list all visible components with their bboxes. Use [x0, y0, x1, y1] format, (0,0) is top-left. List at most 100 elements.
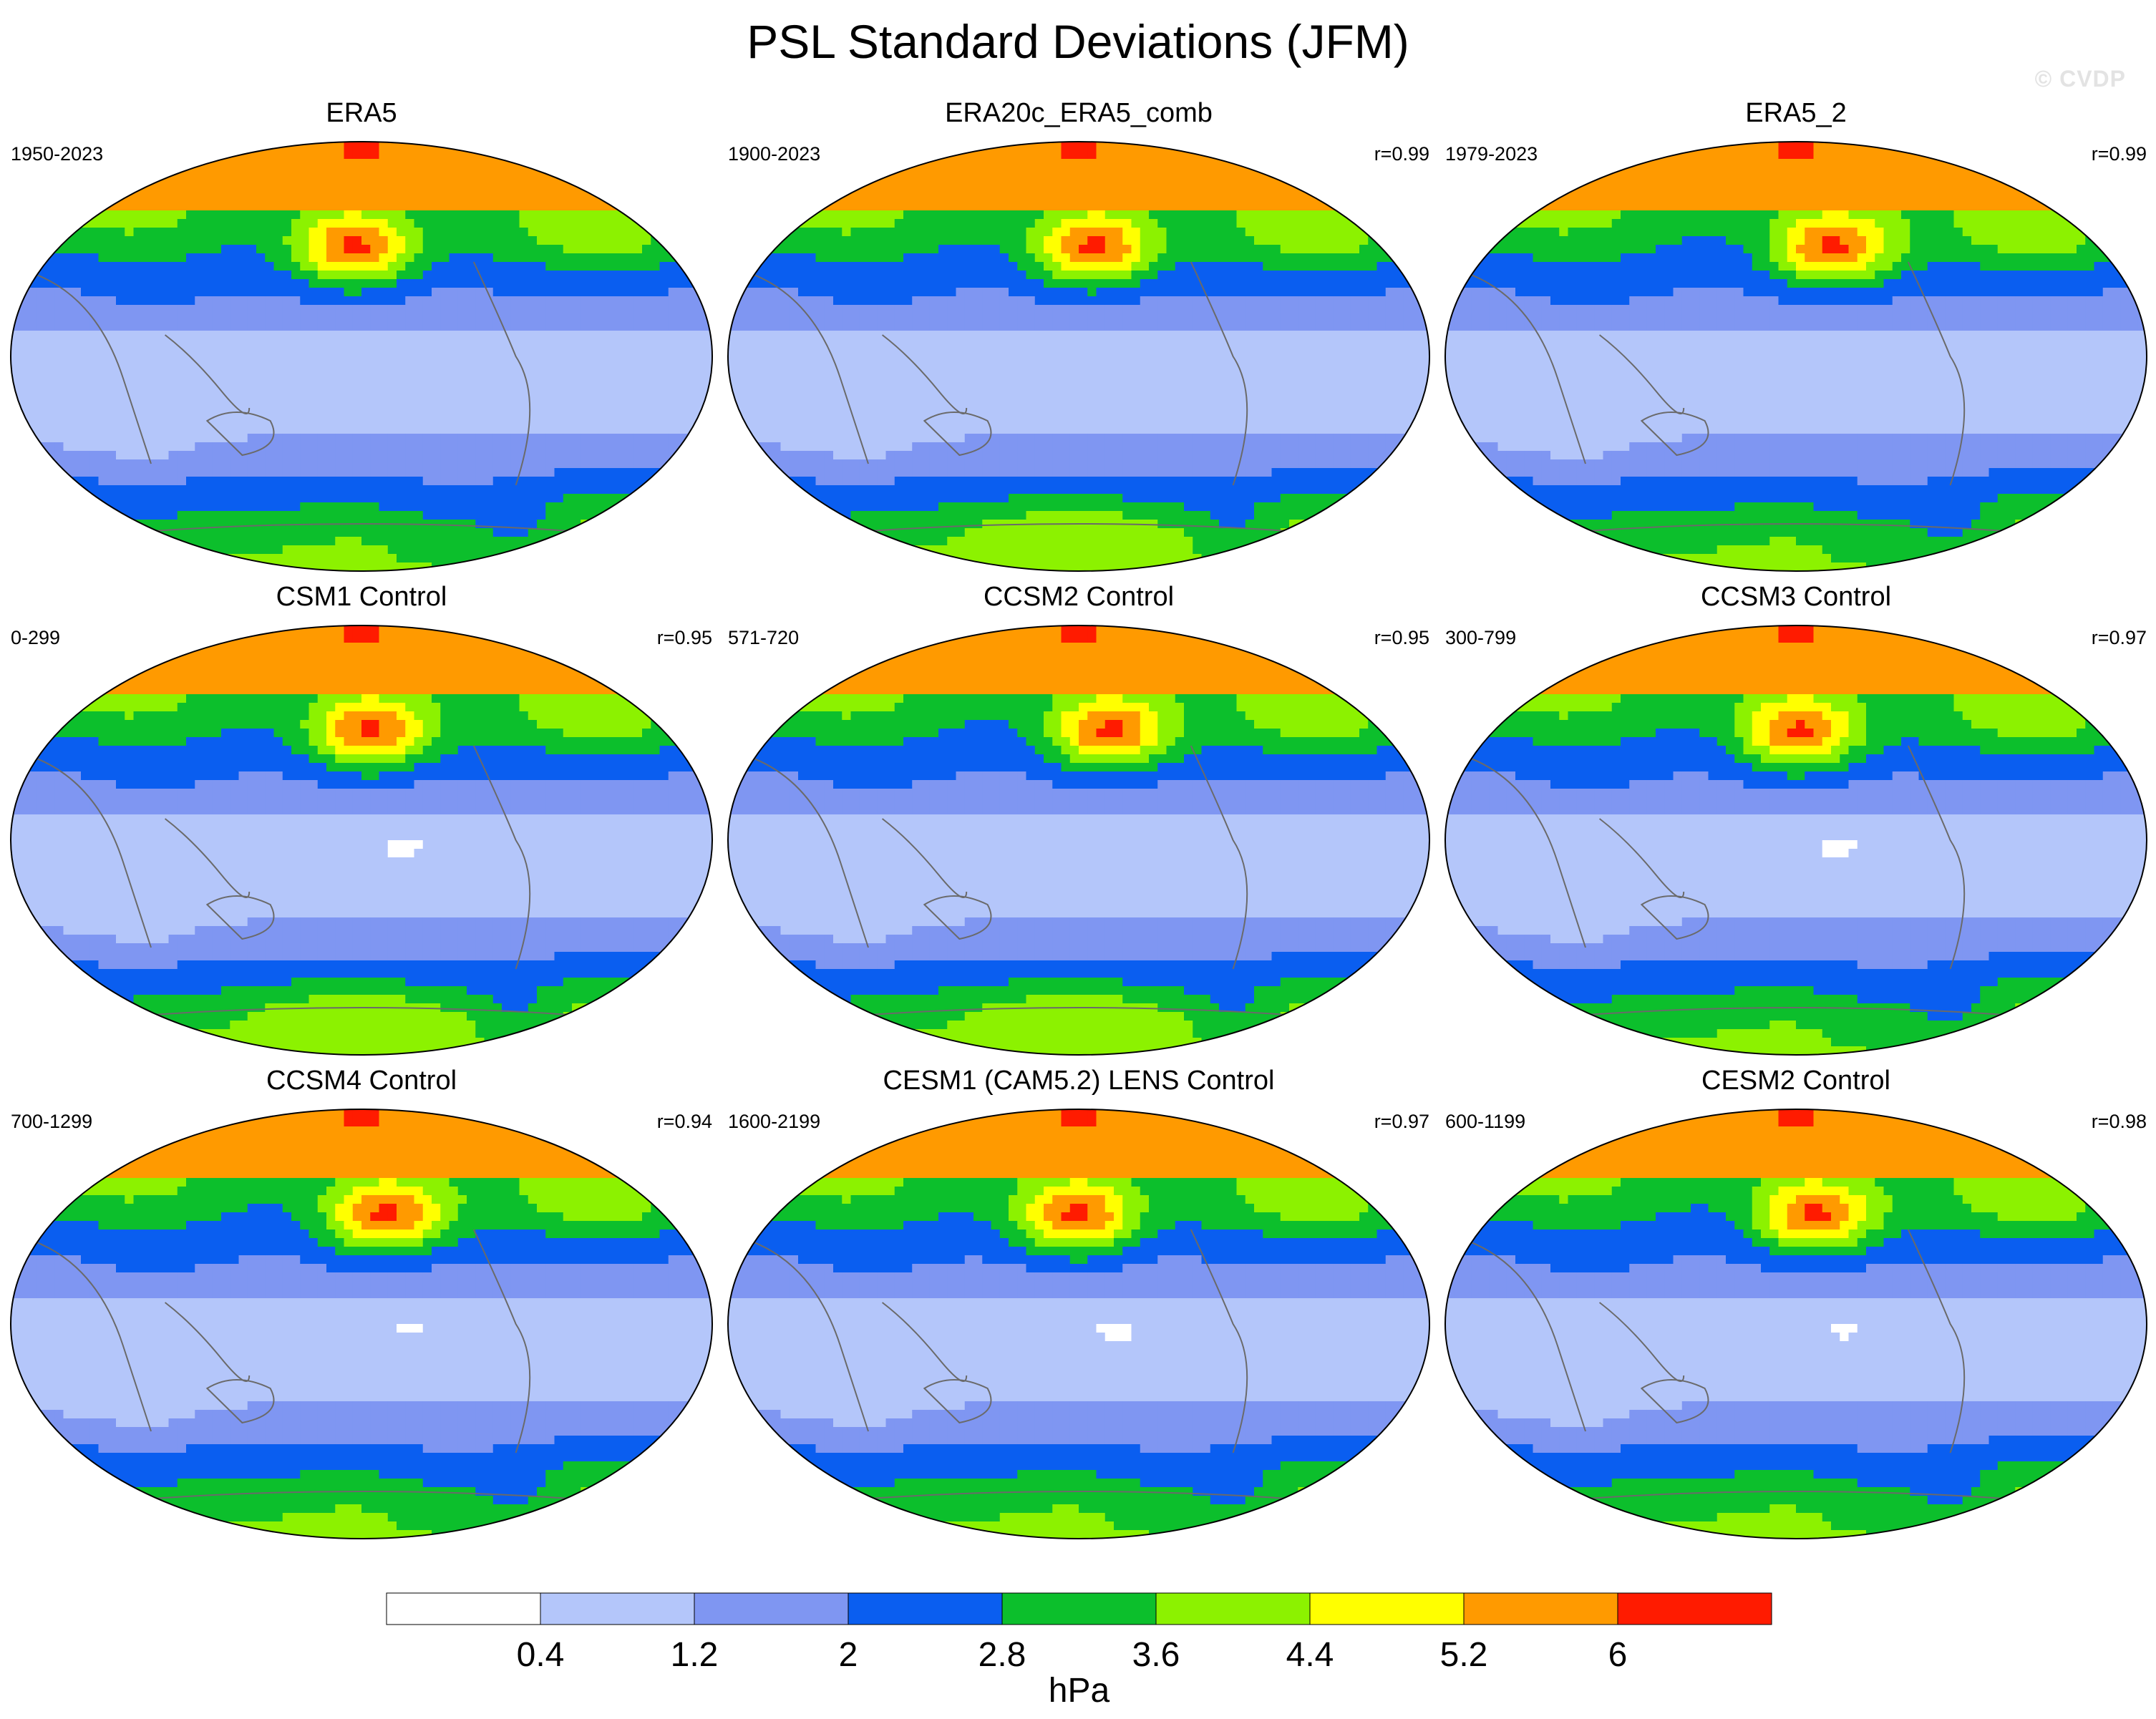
field-cell — [1245, 159, 1255, 168]
field-cell — [361, 494, 371, 503]
field-cell — [89, 537, 99, 546]
field-cell — [282, 253, 292, 263]
field-cell — [572, 279, 581, 288]
field-cell — [519, 348, 529, 357]
field-cell — [457, 271, 467, 280]
field-cell — [554, 417, 564, 426]
field-cell — [133, 511, 143, 520]
field-cell — [624, 193, 634, 203]
field-cell — [912, 219, 922, 228]
field-cell — [659, 434, 669, 443]
field-cell — [467, 262, 476, 271]
field-cell — [616, 313, 626, 323]
field-cell — [1341, 176, 1351, 185]
field-cell — [317, 219, 327, 228]
field-cell — [133, 176, 143, 185]
field-cell — [598, 451, 608, 460]
field-cell — [177, 159, 187, 168]
field-cell — [352, 485, 362, 495]
field-cell — [589, 253, 599, 263]
field-cell — [361, 399, 371, 409]
field-cell — [11, 545, 20, 555]
field-cell — [475, 563, 485, 571]
field-cell — [1034, 142, 1044, 151]
field-cell — [195, 563, 205, 571]
field-cell — [510, 408, 520, 417]
field-cell — [528, 563, 538, 571]
field-cell — [728, 219, 737, 228]
field-cell — [397, 348, 406, 357]
field-cell — [414, 245, 424, 254]
field-cell — [1140, 228, 1150, 237]
field-cell — [1236, 210, 1246, 220]
field-cell — [317, 236, 327, 245]
field-cell — [537, 279, 546, 288]
field-cell — [703, 288, 712, 297]
field-cell — [589, 520, 599, 529]
field-cell — [326, 296, 336, 306]
field-cell — [133, 210, 143, 220]
field-cell — [885, 236, 895, 245]
field-cell — [929, 236, 939, 245]
field-cell — [642, 382, 651, 391]
field-cell — [125, 219, 135, 228]
field-cell — [1131, 228, 1141, 237]
field-cell — [440, 271, 450, 280]
field-cell — [432, 554, 441, 563]
field-cell — [624, 408, 634, 417]
field-cell — [107, 485, 117, 495]
field-cell — [116, 408, 125, 417]
field-cell — [1394, 176, 1404, 185]
field-cell — [581, 451, 591, 460]
field-cell — [563, 477, 573, 486]
field-cell — [449, 331, 459, 340]
field-cell — [344, 485, 354, 495]
field-cell — [563, 185, 573, 194]
field-cell — [195, 399, 205, 409]
field-cell — [335, 253, 345, 263]
field-cell — [728, 167, 737, 177]
field-cell — [624, 288, 634, 297]
field-cell — [186, 528, 195, 537]
field-cell — [668, 262, 678, 271]
field-cell — [151, 520, 160, 529]
field-cell — [519, 563, 529, 571]
field-cell — [151, 228, 160, 237]
field-cell — [633, 434, 643, 443]
field-cell — [492, 236, 502, 245]
field-cell — [677, 305, 686, 314]
field-cell — [668, 185, 678, 194]
field-cell — [72, 468, 82, 477]
field-cell — [300, 296, 310, 306]
field-cell — [72, 271, 82, 280]
field-cell — [212, 236, 222, 245]
field-cell — [116, 399, 125, 409]
field-cell — [186, 348, 195, 357]
field-cell — [545, 477, 555, 486]
field-cell — [370, 365, 380, 374]
field-cell — [186, 365, 195, 374]
field-cell — [300, 176, 310, 185]
field-cell — [414, 288, 424, 297]
field-cell — [475, 537, 485, 546]
field-cell — [46, 339, 55, 349]
field-cell — [554, 185, 564, 194]
field-cell — [133, 485, 143, 495]
field-cell — [1122, 185, 1132, 194]
field-cell — [1114, 176, 1123, 185]
field-cell — [116, 477, 125, 486]
field-cell — [265, 365, 275, 374]
field-cell — [265, 348, 275, 357]
field-cell — [519, 477, 529, 486]
field-cell — [668, 331, 678, 340]
field-cell — [168, 305, 178, 314]
field-cell — [703, 193, 712, 203]
field-cell — [449, 451, 459, 460]
field-cell — [300, 313, 310, 323]
field-cell — [510, 459, 520, 469]
field-cell — [1341, 185, 1351, 194]
field-cell — [1026, 236, 1036, 245]
field-cell — [467, 477, 476, 486]
field-cell — [1228, 228, 1238, 237]
field-cell — [457, 399, 467, 409]
